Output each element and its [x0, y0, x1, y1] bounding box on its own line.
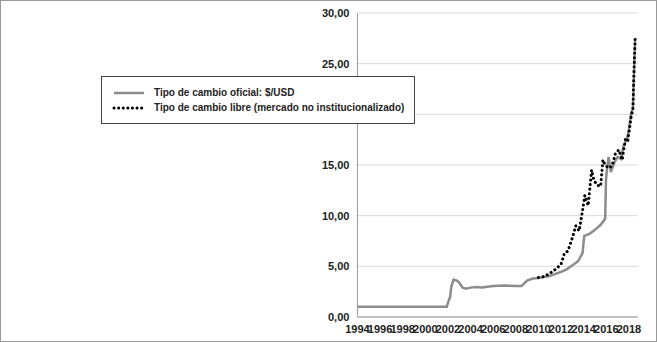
svg-text:30,00: 30,00 [322, 7, 350, 19]
svg-text:5,00: 5,00 [328, 260, 349, 272]
svg-text:2018: 2018 [617, 323, 641, 335]
svg-text:1998: 1998 [390, 323, 414, 335]
svg-text:10,00: 10,00 [322, 210, 350, 222]
svg-text:15,00: 15,00 [322, 159, 350, 171]
svg-text:2006: 2006 [481, 323, 505, 335]
svg-text:2014: 2014 [571, 323, 596, 335]
svg-text:2004: 2004 [458, 323, 483, 335]
svg-text:2008: 2008 [504, 323, 528, 335]
svg-text:2002: 2002 [436, 323, 460, 335]
svg-text:1994: 1994 [345, 323, 370, 335]
svg-text:2010: 2010 [526, 323, 550, 335]
svg-text:25,00: 25,00 [322, 58, 350, 70]
svg-text:20,00: 20,00 [322, 108, 350, 120]
svg-text:0,00: 0,00 [328, 311, 349, 323]
svg-text:1996: 1996 [368, 323, 392, 335]
svg-text:2016: 2016 [594, 323, 618, 335]
svg-text:2000: 2000 [413, 323, 437, 335]
svg-text:2012: 2012 [549, 323, 573, 335]
